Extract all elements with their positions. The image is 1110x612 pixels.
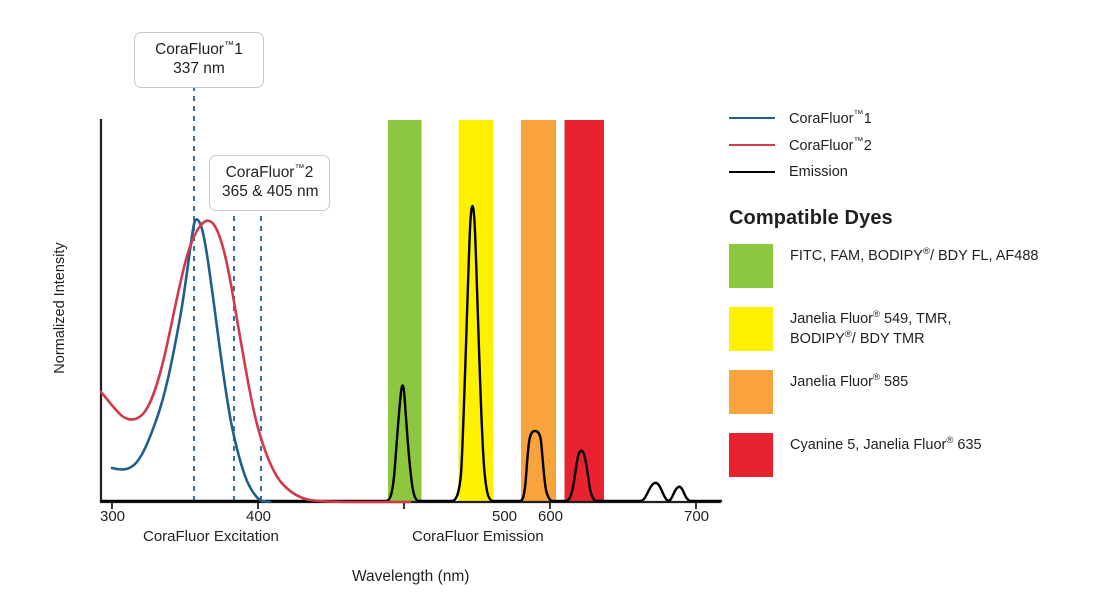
compatible-dyes-title: Compatible Dyes bbox=[729, 207, 893, 229]
dye-swatch-red-icon bbox=[729, 433, 773, 477]
region-label-excitation: CoraFluor Excitation bbox=[143, 528, 279, 545]
band-yellow bbox=[458, 120, 494, 502]
dye-swatch-yellow-icon bbox=[729, 307, 773, 351]
callout-1-line1-text: CoraFluor bbox=[155, 41, 224, 59]
legend-panel: CoraFluor™1 CoraFluor™2 Emission Compati… bbox=[729, 104, 1101, 496]
callout-2-suffix: 2 bbox=[304, 164, 314, 182]
dye-swatch-orange-icon bbox=[729, 370, 773, 414]
x-tick-600: 600 bbox=[538, 508, 564, 525]
region-label-emission: CoraFluor Emission bbox=[412, 528, 544, 545]
legend-label-emission: Emission bbox=[789, 163, 848, 180]
legend-line-blue-icon bbox=[729, 116, 775, 119]
callout-2-line2: 365 & 405 nm bbox=[222, 183, 319, 201]
dye-label-red: Cyanine 5, Janelia Fluor® 635 bbox=[790, 435, 982, 453]
callout-corafluor-1: CoraFluor™1 337 nm bbox=[134, 32, 264, 88]
dye-item-red: Cyanine 5, Janelia Fluor® 635 bbox=[729, 433, 1101, 477]
band-green bbox=[388, 120, 422, 502]
x-axis-title: Wavelength (nm) bbox=[352, 568, 470, 585]
dye-label-orange: Janelia Fluor® 585 bbox=[790, 372, 909, 390]
compatible-dyes-list: FITC, FAM, BODIPY®/ BDY FL, AF488 Janeli… bbox=[729, 244, 1101, 477]
legend-item-emission: Emission bbox=[729, 158, 1101, 185]
dye-item-orange: Janelia Fluor® 585 bbox=[729, 370, 1101, 414]
dye-item-green: FITC, FAM, BODIPY®/ BDY FL, AF488 bbox=[729, 244, 1101, 288]
x-tick-700: 700 bbox=[684, 508, 710, 525]
series-emission bbox=[99, 204, 723, 503]
series-corafluor-2 bbox=[99, 219, 412, 504]
dye-label-yellow: Janelia Fluor® 549, TMR, BODIPY®/ BDY TM… bbox=[790, 309, 952, 347]
legend-line-red-icon bbox=[729, 143, 775, 146]
legend-label-corafluor-2: CoraFluor™2 bbox=[789, 135, 872, 154]
callout-2-line1-text: CoraFluor bbox=[225, 164, 295, 182]
dye-item-yellow: Janelia Fluor® 549, TMR, BODIPY®/ BDY TM… bbox=[729, 307, 1101, 351]
callout-1-line2: 337 nm bbox=[173, 60, 225, 78]
callout-2-tm: ™ bbox=[294, 163, 305, 174]
legend-line-black-icon bbox=[729, 170, 775, 173]
dye-swatch-green-icon bbox=[729, 244, 773, 288]
series-corafluor-1 bbox=[110, 218, 272, 504]
legend-label-corafluor-1: CoraFluor™1 bbox=[789, 108, 872, 127]
band-red bbox=[564, 120, 604, 502]
x-tick-300: 300 bbox=[100, 508, 126, 525]
callout-1-tm: ™ bbox=[223, 40, 235, 51]
x-tick-400: 400 bbox=[246, 508, 272, 525]
band-orange bbox=[521, 120, 556, 502]
legend-item-corafluor-2: CoraFluor™2 bbox=[729, 131, 1101, 158]
dye-bands bbox=[388, 120, 604, 502]
y-axis-title: Normalized Intensity bbox=[52, 242, 68, 374]
legend-item-corafluor-1: CoraFluor™1 bbox=[729, 104, 1101, 131]
callout-corafluor-2: CoraFluor™2 365 & 405 nm bbox=[209, 155, 330, 211]
callout-1-suffix: 1 bbox=[234, 41, 243, 59]
x-tick-500: 500 bbox=[492, 508, 518, 525]
dye-label-green: FITC, FAM, BODIPY®/ BDY FL, AF488 bbox=[790, 246, 1039, 264]
marker-lines bbox=[192, 86, 263, 502]
